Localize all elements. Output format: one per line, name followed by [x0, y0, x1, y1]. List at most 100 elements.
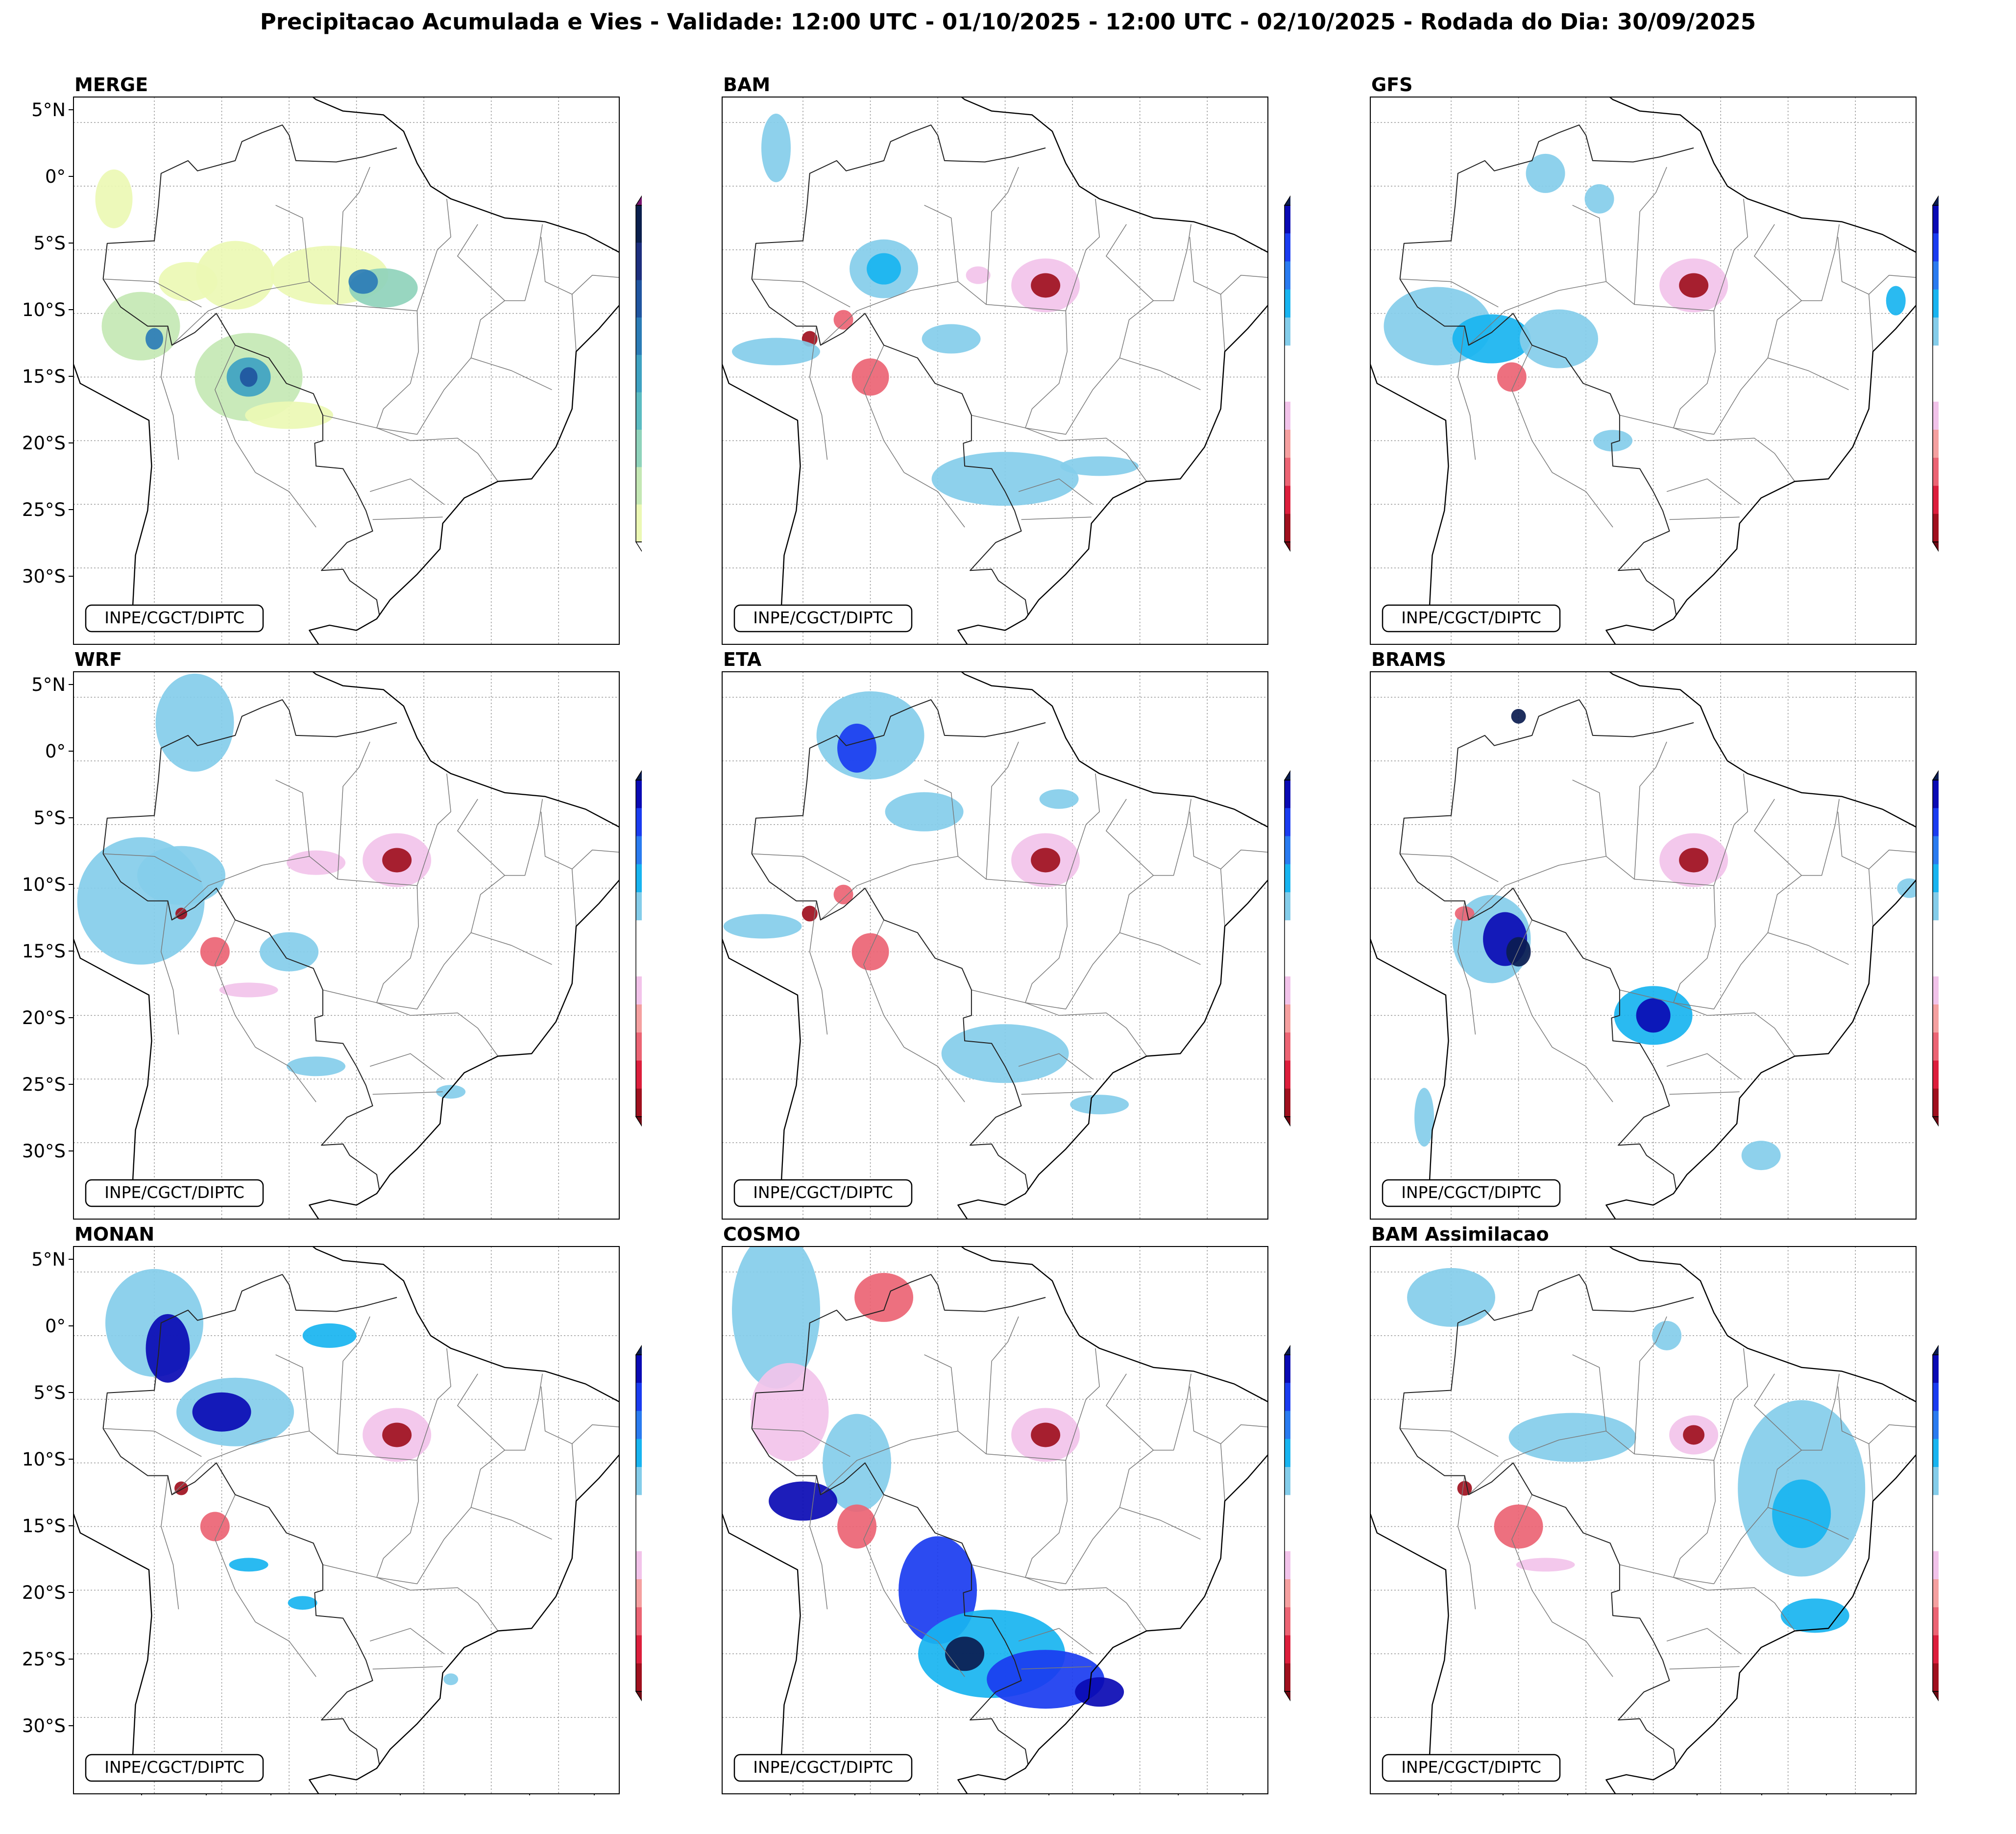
colorbar-segment — [636, 504, 642, 542]
precip-blob — [851, 358, 889, 396]
colorbar-segment — [1933, 1088, 1939, 1117]
colorbar-segment — [1933, 1663, 1939, 1692]
colorbar-segment — [636, 948, 642, 977]
panel-bam-assimilacao: BAM AssimilacaoINPE/CGCT/DIPTC70°W65°W60… — [1370, 1223, 1939, 1795]
lat-tick-label: 5°S — [33, 233, 66, 254]
colorbar-segment — [1933, 780, 1939, 808]
colorbar-segment — [1285, 261, 1290, 290]
colorbar-segment — [1933, 1579, 1939, 1608]
colorbar-segment — [1285, 486, 1290, 514]
precip-blob — [1455, 906, 1475, 921]
colorbar-segment — [1933, 318, 1939, 346]
colorbar-segment — [1933, 430, 1939, 458]
colorbar-top-arrow — [1284, 770, 1290, 781]
precip-blob — [158, 262, 218, 301]
lat-tick-label: 0° — [45, 741, 66, 762]
precip-blob — [1520, 309, 1599, 368]
credit-box: INPE/CGCT/DIPTC — [1382, 604, 1561, 633]
colorbar-segment — [1933, 1004, 1939, 1033]
map-layer — [722, 97, 1268, 644]
precip-blob — [922, 324, 981, 354]
precip-blob — [761, 113, 791, 182]
colorbar-segment — [636, 467, 642, 505]
colorbar-segment — [1285, 920, 1290, 949]
boundaries — [73, 672, 619, 1219]
precip-field — [732, 1247, 1124, 1709]
colorbar-segment — [636, 1004, 642, 1033]
precip-blob — [146, 1314, 190, 1383]
precip-blob — [867, 253, 901, 285]
precip-blob — [146, 328, 164, 350]
colorbar: 6040200−20−40−60 — [635, 770, 642, 1127]
colorbar-segment — [636, 1635, 642, 1664]
colorbar-top-arrow — [1284, 195, 1290, 206]
colorbar-segment — [636, 1607, 642, 1636]
lat-tick-label: 25°S — [22, 1649, 66, 1670]
colorbar-segment — [1933, 1355, 1939, 1383]
precip-blob — [966, 266, 991, 284]
map-frame — [1370, 671, 1917, 1220]
precip-blob — [1679, 848, 1709, 873]
precip-field — [1384, 153, 1906, 452]
credit-text: INPE/CGCT/DIPTC — [753, 608, 893, 627]
colorbar-segment — [636, 430, 642, 467]
lat-tick-label: 30°S — [22, 566, 66, 587]
lat-tick-label: 15°S — [22, 941, 66, 962]
credit-text: INPE/CGCT/DIPTC — [753, 1183, 893, 1202]
colorbar-bottom-arrow — [1284, 1691, 1290, 1702]
lat-tick-label: 20°S — [22, 433, 66, 454]
map-layer — [1370, 97, 1916, 644]
colorbar-segment — [1285, 808, 1290, 836]
map-background — [1370, 97, 1916, 644]
precip-blob — [229, 1558, 268, 1572]
map-background — [722, 97, 1268, 644]
colorbar-segment — [636, 780, 642, 808]
precip-blob — [823, 1414, 892, 1512]
lat-tick-label: 0° — [45, 1316, 66, 1337]
colorbar-bottom-arrow — [1932, 1116, 1939, 1127]
precip-blob — [885, 792, 964, 831]
colorbar-segment — [636, 392, 642, 430]
colorbar-segment — [636, 920, 642, 949]
precip-blob — [1780, 1598, 1849, 1633]
colorbar: 6040200−20−40−60 — [1932, 770, 1939, 1127]
colorbar-segment — [1933, 892, 1939, 921]
colorbar-segment — [636, 1383, 642, 1411]
panel-brams: BRAMS INPE/CGCT/DIPTC 6040200−20−40−60 — [1370, 649, 1939, 1220]
colorbar-segment — [1285, 1060, 1290, 1089]
colorbar-segment — [1933, 1635, 1939, 1664]
coastline — [1605, 97, 1916, 644]
colorbar-segment — [636, 243, 642, 281]
lat-tick-label: 30°S — [22, 1715, 66, 1736]
figure-title: Precipitacao Acumulada e Vies - Validade… — [260, 9, 1756, 35]
precip-blob — [382, 848, 412, 873]
colorbar-segment — [1933, 345, 1939, 374]
precip-blob — [443, 1673, 459, 1686]
colorbar-segment — [1933, 1495, 1939, 1523]
boundaries — [1370, 1247, 1916, 1794]
colorbar-segment — [1285, 1383, 1290, 1411]
precip-blob — [1031, 273, 1061, 298]
credit-box: INPE/CGCT/DIPTC — [85, 1179, 264, 1207]
map-layer — [73, 672, 619, 1219]
panel-merge: MERGE INPE/CGCT/DIPTC 5°N 0° 5°S 10°S 15°S 20°S… — [22, 74, 642, 645]
colorbar-bottom-arrow — [635, 541, 642, 552]
colorbar-segment — [1285, 1032, 1290, 1061]
colorbar-segment — [1933, 289, 1939, 318]
coastline — [309, 1247, 619, 1794]
colorbar-segment — [1933, 864, 1939, 893]
credit-box: INPE/CGCT/DIPTC — [85, 604, 264, 633]
colorbar-segment — [636, 1355, 642, 1383]
colorbar-segment — [1285, 205, 1290, 234]
colorbar-segment — [1933, 1551, 1939, 1580]
precip-blob — [837, 723, 877, 773]
colorbar-segment — [636, 892, 642, 921]
lat-tick-label: 20°S — [22, 1582, 66, 1603]
colorbar-segment — [1933, 1607, 1939, 1636]
precip-blob — [200, 1512, 230, 1541]
lat-tick-label: 5°N — [31, 674, 66, 695]
precip-blob — [1075, 1677, 1124, 1707]
precip-blob — [245, 401, 334, 429]
precip-blob — [1584, 184, 1614, 214]
colorbar-segment — [1933, 1411, 1939, 1440]
